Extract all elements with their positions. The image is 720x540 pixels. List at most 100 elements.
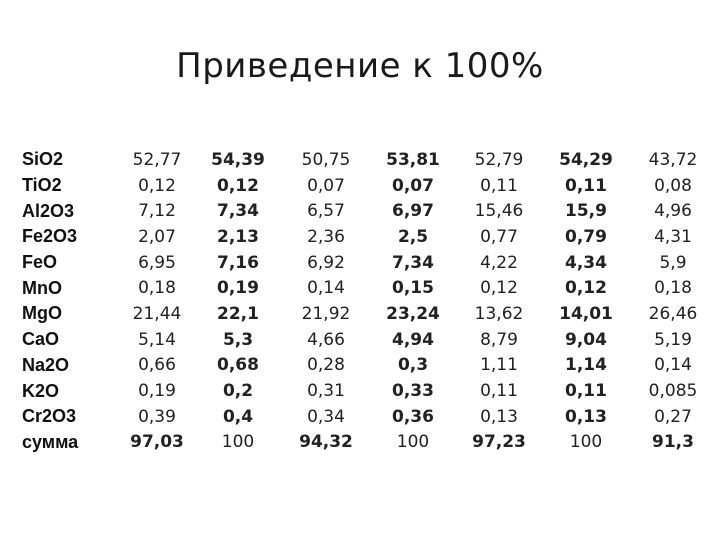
table-row: Fe2O3 2,07 2,13 2,36 2,5 0,77 0,79 4,31 <box>22 224 714 250</box>
normalized-value-cell: 9,04 <box>565 329 607 350</box>
row-label: SiO2 <box>22 149 64 170</box>
normalized-value-cell: 5,3 <box>222 329 254 350</box>
value-cell: 0,27 <box>654 406 692 427</box>
normalized-value-cell: 7,16 <box>217 252 259 273</box>
value-cell: 7,12 <box>138 201 176 222</box>
value-cell: 21,44 <box>132 303 182 324</box>
sum-cell: 91,3 <box>652 432 694 453</box>
normalized-value-cell: 0,15 <box>392 278 434 299</box>
row-label: TiO2 <box>22 175 62 196</box>
normalized-value-cell: 15,9 <box>565 201 607 222</box>
value-cell: 0,28 <box>307 355 345 376</box>
value-cell: 13,62 <box>474 303 524 324</box>
value-cell: 2,36 <box>307 226 345 247</box>
value-cell: 0,11 <box>480 381 518 402</box>
value-cell: 0,08 <box>654 175 692 196</box>
table-row: TiO2 0,12 0,12 0,07 0,07 0,11 0,11 0,08 <box>22 173 714 199</box>
normalized-value-cell: 0,11 <box>565 381 607 402</box>
value-cell: 15,46 <box>474 201 524 222</box>
value-cell: 6,57 <box>307 201 345 222</box>
table-row: CaO 5,14 5,3 4,66 4,94 8,79 9,04 5,19 <box>22 327 714 353</box>
row-label: MnO <box>22 277 62 298</box>
normalized-value-cell: 4,34 <box>565 252 607 273</box>
value-cell: 43,72 <box>648 149 698 170</box>
value-cell: 0,19 <box>138 381 176 402</box>
row-label: CaO <box>22 329 60 350</box>
value-cell: 4,96 <box>654 201 692 222</box>
table-row: Na2O 0,66 0,68 0,28 0,3 1,11 1,14 0,14 <box>22 353 714 379</box>
value-cell: 0,12 <box>480 278 518 299</box>
value-cell: 52,77 <box>132 149 182 170</box>
row-label: Na2O <box>22 354 70 375</box>
value-cell: 52,79 <box>474 149 524 170</box>
normalized-value-cell: 23,24 <box>386 303 440 324</box>
value-cell: 6,95 <box>138 252 176 273</box>
table-row: K2O 0,19 0,2 0,31 0,33 0,11 0,11 0,085 <box>22 378 714 404</box>
sum-cell: 97,03 <box>130 432 184 453</box>
normalized-value-cell: 14,01 <box>559 303 613 324</box>
value-cell: 4,31 <box>654 226 692 247</box>
row-label: Al2O3 <box>22 200 75 221</box>
sum-cell: 100 <box>396 432 430 453</box>
normalized-value-cell: 54,29 <box>559 149 613 170</box>
value-cell: 21,92 <box>301 303 351 324</box>
row-label: сумма <box>22 431 79 452</box>
value-cell: 50,75 <box>301 149 351 170</box>
value-cell: 0,12 <box>138 175 176 196</box>
normalized-value-cell: 0,12 <box>217 175 259 196</box>
value-cell: 0,66 <box>138 355 176 376</box>
normalized-value-cell: 0,07 <box>392 175 434 196</box>
value-cell: 1,11 <box>480 355 518 376</box>
normalized-value-cell: 53,81 <box>386 149 440 170</box>
value-cell: 0,14 <box>307 278 345 299</box>
normalized-value-cell: 0,19 <box>217 278 259 299</box>
value-cell: 4,66 <box>307 329 345 350</box>
value-cell: 0,07 <box>307 175 345 196</box>
value-cell: 26,46 <box>648 303 698 324</box>
page-title: Приведение к 100% <box>176 46 544 86</box>
normalized-value-cell: 0,68 <box>217 355 259 376</box>
table-row: SiO2 52,77 54,39 50,75 53,81 52,79 54,29 43,72 <box>22 147 714 173</box>
normalized-value-cell: 0,36 <box>392 406 434 427</box>
value-cell: 5,19 <box>654 329 692 350</box>
value-cell: 0,31 <box>307 381 345 402</box>
table-row: Al2O3 7,12 7,34 6,57 6,97 15,46 15,9 4,96 <box>22 198 714 224</box>
sum-row: сумма 97,03 100 94,32 100 97,23 100 91,3 <box>22 430 714 456</box>
normalized-value-cell: 0,13 <box>565 406 607 427</box>
row-label: MgO <box>22 303 62 324</box>
normalized-value-cell: 7,34 <box>217 201 259 222</box>
row-label: FeO <box>22 252 58 273</box>
value-cell: 0,34 <box>307 406 345 427</box>
normalized-value-cell: 0,3 <box>397 355 429 376</box>
normalized-value-cell: 0,79 <box>565 226 607 247</box>
value-cell: 0,77 <box>480 226 518 247</box>
sum-cell: 100 <box>569 432 603 453</box>
value-cell: 5,14 <box>138 329 176 350</box>
normalized-value-cell: 0,4 <box>222 406 254 427</box>
table-row: Cr2O3 0,39 0,4 0,34 0,36 0,13 0,13 0,27 <box>22 404 714 430</box>
sum-cell: 97,23 <box>472 432 526 453</box>
normalized-value-cell: 54,39 <box>211 149 265 170</box>
value-cell: 0,13 <box>480 406 518 427</box>
row-label: K2O <box>22 380 60 401</box>
value-cell: 0,18 <box>138 278 176 299</box>
value-cell: 0,11 <box>480 175 518 196</box>
sum-cell: 100 <box>221 432 255 453</box>
normalized-value-cell: 7,34 <box>392 252 434 273</box>
value-cell: 0,14 <box>654 355 692 376</box>
row-label: Fe2O3 <box>22 226 78 247</box>
value-cell: 8,79 <box>480 329 518 350</box>
table-row: FeO 6,95 7,16 6,92 7,34 4,22 4,34 5,9 <box>22 250 714 276</box>
table-row: MnO 0,18 0,19 0,14 0,15 0,12 0,12 0,18 <box>22 275 714 301</box>
value-cell: 2,07 <box>138 226 176 247</box>
value-cell: 0,39 <box>138 406 176 427</box>
table-row: MgO 21,44 22,1 21,92 23,24 13,62 14,01 26,46 <box>22 301 714 327</box>
normalized-value-cell: 6,97 <box>392 201 434 222</box>
sum-cell: 94,32 <box>299 432 353 453</box>
composition-table: SiO2 52,77 54,39 50,75 53,81 52,79 54,29 43,72 T… <box>22 147 714 455</box>
value-cell: 0,18 <box>654 278 692 299</box>
normalized-value-cell: 4,94 <box>392 329 434 350</box>
value-cell: 5,9 <box>659 252 687 273</box>
normalized-value-cell: 0,12 <box>565 278 607 299</box>
normalized-value-cell: 0,33 <box>392 381 434 402</box>
